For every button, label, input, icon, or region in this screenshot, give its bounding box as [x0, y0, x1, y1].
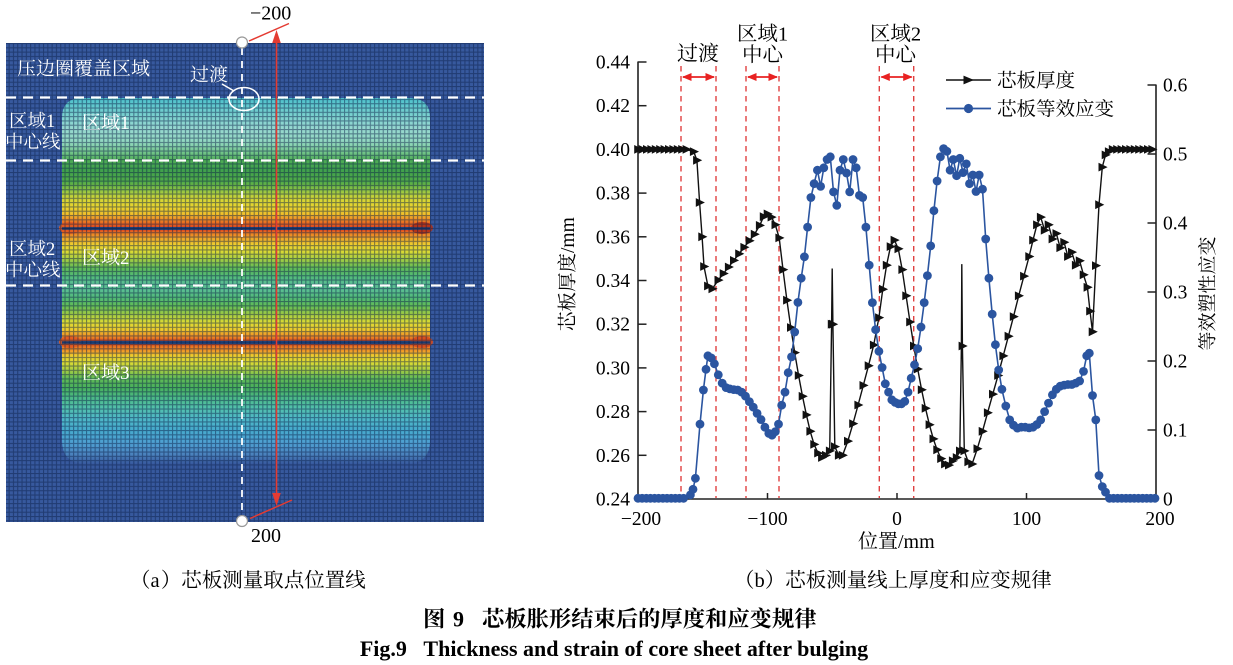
svg-text:0.24: 0.24 [596, 490, 630, 511]
svg-text:a: a [151, 570, 160, 592]
svg-text:Fig.9 Thickness and strain o: Fig.9 Thickness and strain of core sheet… [360, 636, 868, 661]
svg-text:0.6: 0.6 [1163, 76, 1188, 97]
svg-text:200: 200 [251, 525, 281, 547]
svg-text:0.2: 0.2 [1163, 352, 1187, 373]
svg-text:1: 1 [778, 24, 788, 46]
svg-text:0.40: 0.40 [596, 140, 630, 161]
svg-text:2: 2 [911, 24, 921, 46]
svg-text:/mm: /mm [558, 217, 579, 253]
svg-text:b: b [755, 570, 765, 592]
svg-text:0.1: 0.1 [1163, 421, 1187, 442]
svg-text:−200: −200 [621, 509, 661, 530]
svg-text:0.3: 0.3 [1163, 283, 1187, 304]
svg-text:1: 1 [120, 113, 130, 134]
svg-text:1: 1 [46, 112, 55, 132]
svg-text:2: 2 [46, 240, 55, 260]
svg-text:0: 0 [1163, 490, 1173, 511]
svg-text:0.44: 0.44 [596, 53, 630, 74]
svg-text:−100: −100 [747, 509, 787, 530]
svg-text:2: 2 [120, 248, 130, 269]
svg-text:0.26: 0.26 [596, 446, 630, 467]
svg-text:0.28: 0.28 [596, 402, 630, 423]
svg-text:0.32: 0.32 [596, 315, 630, 336]
svg-text:0.34: 0.34 [596, 271, 630, 292]
svg-text:0.36: 0.36 [596, 227, 630, 248]
svg-text:−200: −200 [250, 3, 291, 25]
svg-text:0.38: 0.38 [596, 184, 630, 205]
svg-text:0.5: 0.5 [1163, 145, 1187, 166]
svg-text:0.42: 0.42 [596, 96, 630, 117]
svg-text:100: 100 [1012, 509, 1041, 530]
svg-text:0: 0 [892, 509, 902, 530]
svg-text:3: 3 [120, 363, 130, 384]
svg-text:9: 9 [453, 607, 464, 632]
svg-text:0.4: 0.4 [1163, 214, 1188, 235]
svg-text:200: 200 [1145, 509, 1174, 530]
svg-text:0.30: 0.30 [596, 358, 630, 379]
svg-text:/mm: /mm [898, 531, 935, 553]
